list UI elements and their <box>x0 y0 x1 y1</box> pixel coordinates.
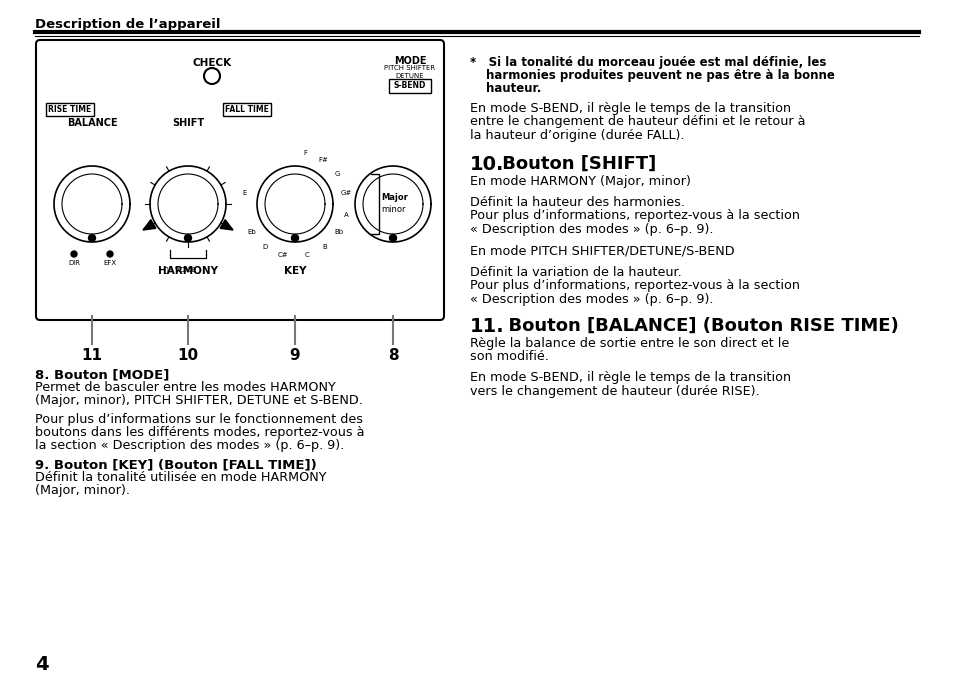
FancyBboxPatch shape <box>389 79 431 93</box>
Text: D: D <box>262 244 268 250</box>
Text: F: F <box>303 150 308 156</box>
Text: Eb: Eb <box>247 230 255 236</box>
Circle shape <box>89 234 95 242</box>
Text: En mode S-BEND, il règle le temps de la transition: En mode S-BEND, il règle le temps de la … <box>470 102 790 115</box>
Circle shape <box>292 234 298 242</box>
Text: (Major, minor), PITCH SHIFTER, DETUNE et S-BEND.: (Major, minor), PITCH SHIFTER, DETUNE et… <box>35 394 362 407</box>
Text: B: B <box>322 244 327 250</box>
Text: G: G <box>335 171 340 177</box>
Text: KEY: KEY <box>283 266 306 276</box>
Text: 4: 4 <box>35 655 49 674</box>
Text: PITCH SHIFTER: PITCH SHIFTER <box>384 65 436 71</box>
Text: Définit la hauteur des harmonies.: Définit la hauteur des harmonies. <box>470 196 684 209</box>
Text: 11.: 11. <box>470 316 504 335</box>
Polygon shape <box>220 220 233 230</box>
Text: hauteur.: hauteur. <box>485 82 540 95</box>
FancyBboxPatch shape <box>36 40 443 320</box>
Circle shape <box>389 234 396 242</box>
Text: ⌔3 VOICE: ⌔3 VOICE <box>164 266 196 272</box>
Text: C#: C# <box>277 252 289 257</box>
Text: FALL TIME: FALL TIME <box>225 105 269 114</box>
Text: EFX: EFX <box>103 260 116 266</box>
Text: entre le changement de hauteur défini et le retour à: entre le changement de hauteur défini et… <box>470 115 804 128</box>
Text: Permet de basculer entre les modes HARMONY: Permet de basculer entre les modes HARMO… <box>35 381 335 394</box>
Circle shape <box>71 251 77 257</box>
Text: CHECK: CHECK <box>193 58 232 68</box>
Text: Bouton [BALANCE] (Bouton RISE TIME): Bouton [BALANCE] (Bouton RISE TIME) <box>496 316 898 335</box>
Text: Pour plus d’informations, reportez-vous à la section: Pour plus d’informations, reportez-vous … <box>470 280 800 293</box>
FancyBboxPatch shape <box>223 103 271 116</box>
Text: E: E <box>242 190 246 196</box>
Text: Description de l’appareil: Description de l’appareil <box>35 18 220 31</box>
Text: Règle la balance de sortie entre le son direct et le: Règle la balance de sortie entre le son … <box>470 337 788 350</box>
Text: RISE TIME: RISE TIME <box>49 105 91 114</box>
Circle shape <box>107 251 112 257</box>
Text: G#: G# <box>340 190 351 196</box>
Text: Bb: Bb <box>334 230 343 236</box>
Text: Major: Major <box>380 194 408 202</box>
Polygon shape <box>143 220 155 230</box>
Text: F#: F# <box>318 158 328 164</box>
Text: 8: 8 <box>387 348 398 363</box>
Text: DETUNE: DETUNE <box>395 73 424 79</box>
Text: DIR: DIR <box>68 260 80 266</box>
Text: En mode PITCH SHIFTER/DETUNE/S-BEND: En mode PITCH SHIFTER/DETUNE/S-BEND <box>470 244 734 257</box>
Text: Définit la tonalité utilisée en mode HARMONY: Définit la tonalité utilisée en mode HAR… <box>35 471 326 484</box>
Text: SHIFT: SHIFT <box>172 118 204 128</box>
Text: A: A <box>343 212 348 218</box>
Text: 8. Bouton [MODE]: 8. Bouton [MODE] <box>35 368 170 381</box>
FancyBboxPatch shape <box>46 103 94 116</box>
Text: C: C <box>304 252 309 257</box>
Text: En mode S-BEND, il règle le temps de la transition: En mode S-BEND, il règle le temps de la … <box>470 371 790 384</box>
Text: BALANCE: BALANCE <box>67 118 117 128</box>
Text: Définit la variation de la hauteur.: Définit la variation de la hauteur. <box>470 266 681 279</box>
Text: S-BEND: S-BEND <box>394 81 426 90</box>
Text: 9: 9 <box>290 348 300 363</box>
Text: 9. Bouton [KEY] (Bouton [FALL TIME]): 9. Bouton [KEY] (Bouton [FALL TIME]) <box>35 458 316 471</box>
Text: « Description des modes » (p. 6–p. 9).: « Description des modes » (p. 6–p. 9). <box>470 223 713 236</box>
Text: vers le changement de hauteur (durée RISE).: vers le changement de hauteur (durée RIS… <box>470 385 759 398</box>
Text: la section « Description des modes » (p. 6–p. 9).: la section « Description des modes » (p.… <box>35 439 344 452</box>
Text: son modifié.: son modifié. <box>470 350 548 363</box>
Text: minor: minor <box>380 206 405 215</box>
Text: 11: 11 <box>81 348 102 363</box>
Circle shape <box>184 234 192 242</box>
Text: Bouton [SHIFT]: Bouton [SHIFT] <box>496 155 656 172</box>
Text: (Major, minor).: (Major, minor). <box>35 484 130 497</box>
Text: MODE: MODE <box>394 56 426 66</box>
Text: harmonies produites peuvent ne pas être à la bonne: harmonies produites peuvent ne pas être … <box>485 69 834 82</box>
Text: la hauteur d’origine (durée FALL).: la hauteur d’origine (durée FALL). <box>470 129 684 142</box>
Text: boutons dans les différents modes, reportez-vous à: boutons dans les différents modes, repor… <box>35 426 364 439</box>
Text: En mode HARMONY (Major, minor): En mode HARMONY (Major, minor) <box>470 175 690 187</box>
Text: *   Si la tonalité du morceau jouée est mal définie, les: * Si la tonalité du morceau jouée est ma… <box>470 56 825 69</box>
Text: 10: 10 <box>177 348 198 363</box>
Text: « Description des modes » (p. 6–p. 9).: « Description des modes » (p. 6–p. 9). <box>470 293 713 306</box>
Text: Pour plus d’informations sur le fonctionnement des: Pour plus d’informations sur le fonction… <box>35 413 363 426</box>
Text: HARMONY: HARMONY <box>158 266 218 276</box>
Text: Pour plus d’informations, reportez-vous à la section: Pour plus d’informations, reportez-vous … <box>470 210 800 223</box>
Text: 10.: 10. <box>470 155 504 174</box>
